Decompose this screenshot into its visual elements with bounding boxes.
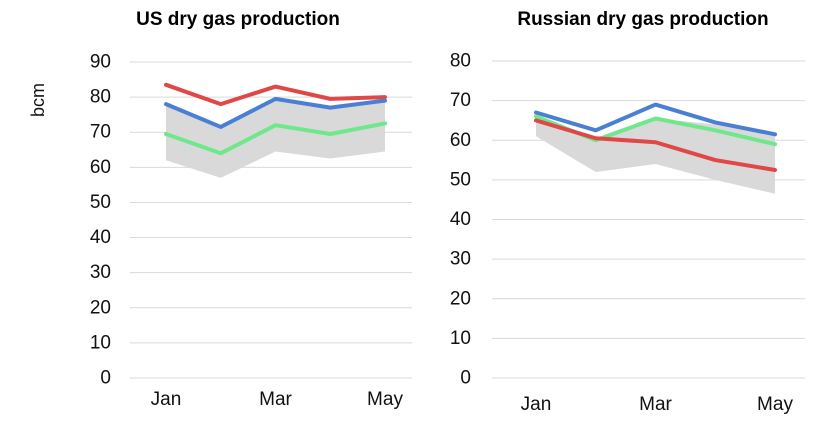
y-tick-label: 20 [90, 297, 111, 318]
y-tick-label: 50 [450, 169, 471, 190]
y-tick-label: 80 [90, 87, 111, 108]
y-tick-label: 30 [450, 249, 471, 270]
series-line-blue [534, 102, 777, 137]
y-tick-label: 0 [460, 368, 471, 389]
x-tick-label: Mar [259, 389, 292, 410]
y-tick-label: 0 [100, 368, 111, 389]
chart-panel-2: Russian dry gas production 0 10 20 30 40 50 60 7… [450, 9, 805, 415]
range-band [536, 116, 775, 194]
y-tick-label: 20 [450, 288, 471, 309]
y-tick-label: 90 [90, 52, 111, 73]
y-tick-label: 10 [90, 332, 111, 353]
y-tick-label: 60 [90, 157, 111, 178]
y-tick-label: 70 [450, 90, 471, 111]
y-tick-label: 40 [450, 209, 471, 230]
y-tick-label: 80 [450, 51, 471, 72]
y-tick-label: 50 [90, 192, 111, 213]
range-band [166, 98, 385, 178]
x-tick-label: Jan [151, 389, 182, 410]
x-tick-label: May [367, 389, 403, 410]
y-tick-label: 70 [90, 122, 111, 143]
series-line-red [534, 118, 777, 172]
y-tick-label: 10 [450, 328, 471, 349]
chart-panel-1: US dry gas production 0 10 20 30 40 50 60 70 80 90… [90, 9, 412, 410]
series-line-green [164, 121, 387, 156]
y-axis-label: bcm [28, 83, 48, 117]
chart-title: Russian dry gas production [517, 9, 768, 30]
series-line-red [164, 82, 387, 107]
y-tick-label: 30 [90, 262, 111, 283]
chart-title: US dry gas production [136, 9, 340, 30]
y-tick-label: 40 [90, 227, 111, 248]
y-tick-label: 60 [450, 130, 471, 151]
x-tick-label: May [757, 394, 793, 415]
x-tick-label: Mar [639, 394, 672, 415]
x-tick-label: Jan [521, 394, 552, 415]
series-line-blue [164, 96, 387, 129]
